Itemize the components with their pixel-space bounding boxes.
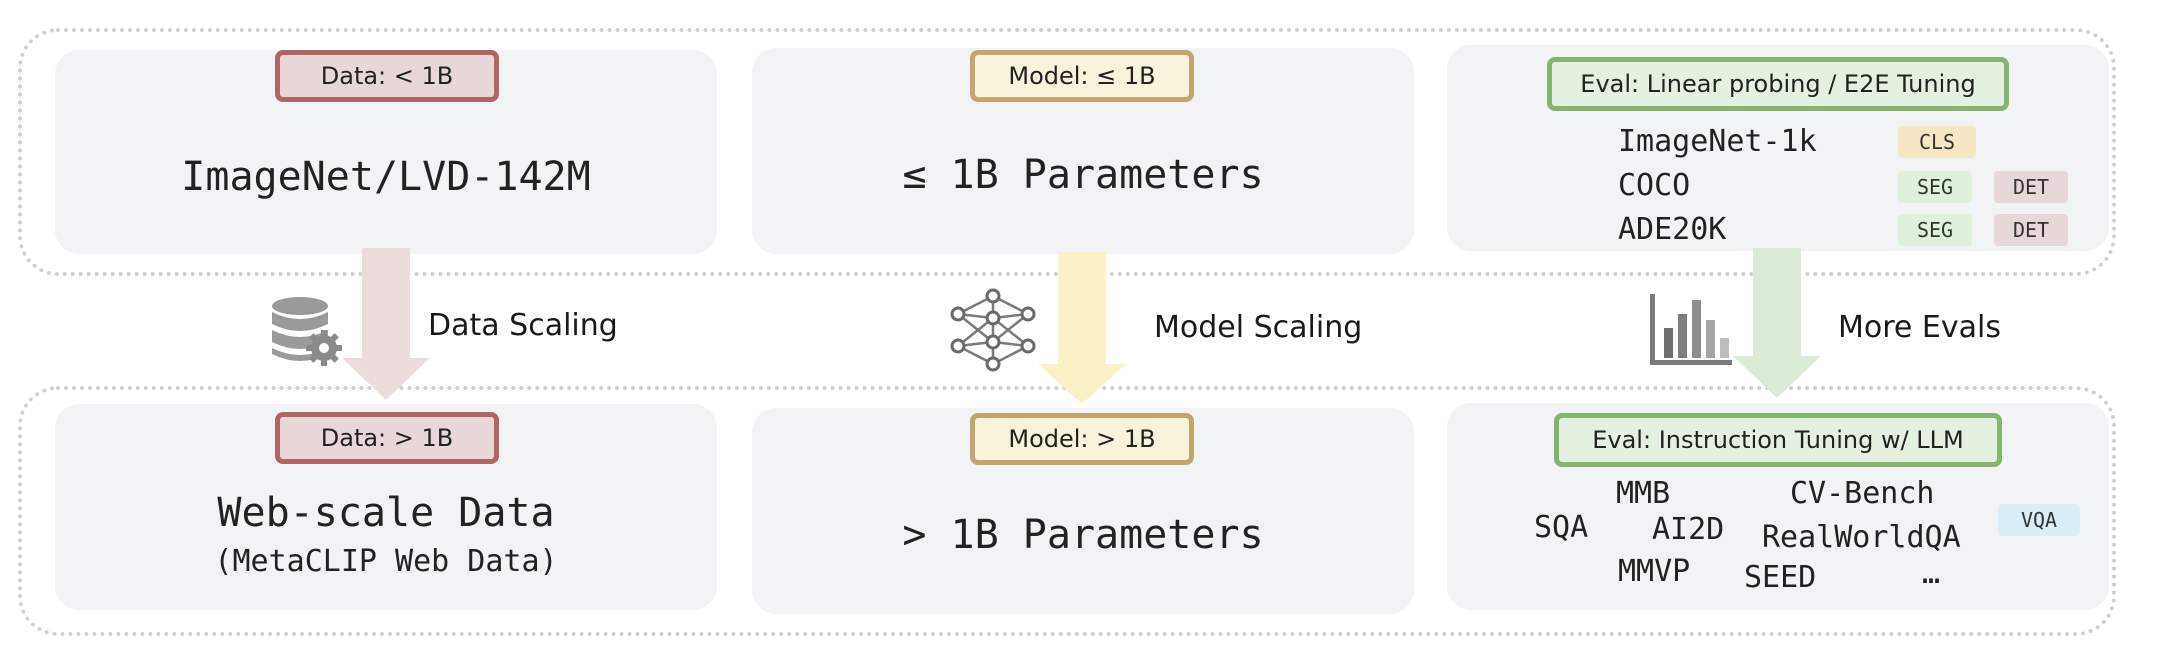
vqa-chip: VQA	[1998, 504, 2080, 536]
eval-row-name: COCO	[1618, 168, 1691, 203]
bottom-data-text: Web-scale Data	[217, 490, 555, 536]
data-scaling-label: Data Scaling	[428, 308, 618, 343]
data-scaling-arrow	[342, 248, 430, 400]
more-evals-arrow	[1733, 248, 1821, 398]
bottom-model-tag: Model: > 1B	[970, 413, 1194, 465]
det-chip: DET	[1994, 171, 2068, 203]
bar-chart-icon	[1650, 294, 1732, 365]
database-gear-icon	[272, 297, 342, 366]
model-scaling-arrow	[1038, 252, 1126, 404]
eval-row-name: ADE20K	[1618, 212, 1727, 247]
eval-row-name: ImageNet-1k	[1618, 124, 1817, 159]
model-scaling-label: Model Scaling	[1154, 310, 1363, 345]
more-evals-label: More Evals	[1838, 310, 2001, 345]
benchmark-sqa: SQA	[1534, 510, 1589, 545]
bottom-data-tag: Data: > 1B	[275, 412, 499, 464]
benchmark-mmb: MMB	[1616, 476, 1671, 511]
cls-chip: CLS	[1898, 126, 1976, 158]
benchmark-mmvp: MMVP	[1618, 554, 1691, 589]
benchmark-cvbench: CV-Bench	[1790, 476, 1935, 511]
top-data-text: ImageNet/LVD-142M	[181, 154, 591, 200]
bottom-eval-tag: Eval: Instruction Tuning w/ LLM	[1554, 413, 2002, 467]
top-eval-tag: Eval: Linear probing / E2E Tuning	[1547, 57, 2009, 111]
benchmark-seed: SEED	[1744, 560, 1817, 595]
benchmark-ai2d: AI2D	[1652, 512, 1725, 547]
seg-chip: SEG	[1898, 171, 1972, 203]
det-chip: DET	[1994, 214, 2068, 246]
top-model-tag: Model: ≤ 1B	[970, 50, 1194, 102]
bottom-data-subtext: (MetaCLIP Web Data)	[214, 544, 558, 579]
seg-chip: SEG	[1898, 214, 1972, 246]
benchmark-ellipsis: …	[1922, 556, 1941, 591]
bottom-model-text: > 1B Parameters	[902, 512, 1264, 558]
neural-network-icon	[950, 288, 1036, 372]
top-model-text: ≤ 1B Parameters	[902, 152, 1264, 198]
benchmark-realworldqa: RealWorldQA	[1762, 520, 1961, 555]
top-data-tag: Data: < 1B	[275, 50, 499, 102]
